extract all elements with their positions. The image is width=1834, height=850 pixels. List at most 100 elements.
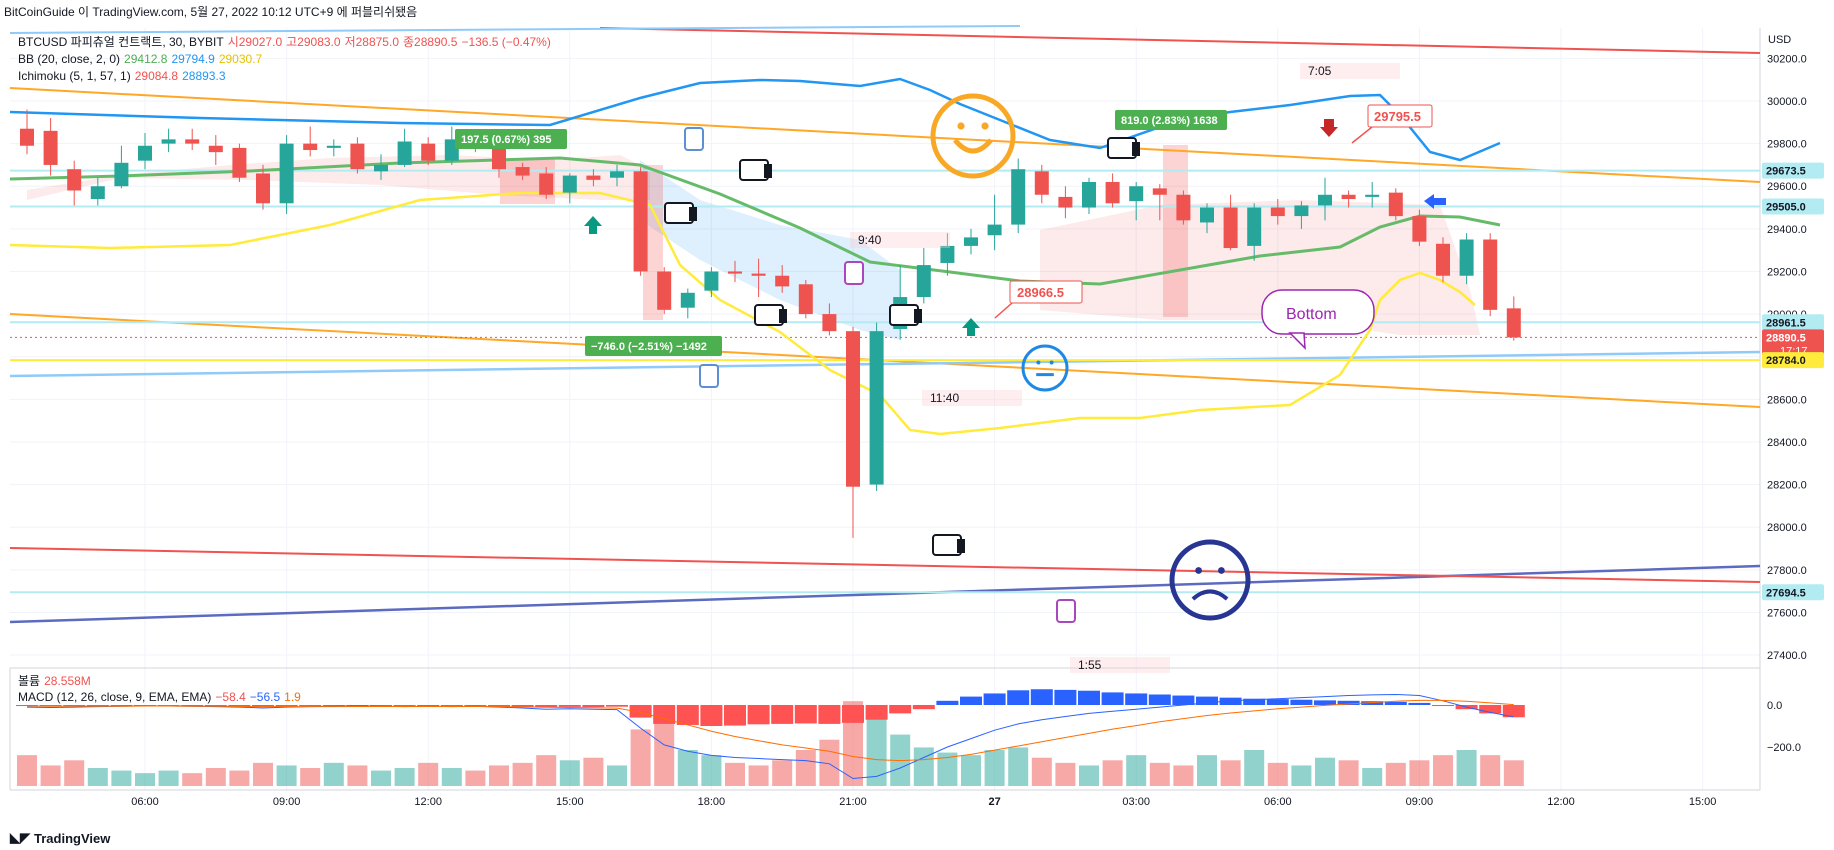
time-axis-label: 15:00 bbox=[556, 796, 584, 808]
pointing-hand-icon bbox=[932, 534, 962, 556]
pointing-hand-icon-cuff bbox=[1132, 142, 1140, 156]
candle-body bbox=[1129, 186, 1144, 202]
legend-low-label: 저 bbox=[344, 35, 356, 49]
pointing-hand-icon bbox=[739, 159, 769, 181]
macd-histogram-bar bbox=[1290, 699, 1313, 705]
price-tag-2-pointer bbox=[994, 302, 1013, 319]
trendline-lightblue bbox=[9, 350, 1761, 378]
pointing-hand-icon-cuff bbox=[764, 164, 772, 178]
candle-body bbox=[208, 145, 223, 153]
price-axis-label: 30200.0 bbox=[1767, 53, 1807, 65]
candle-body bbox=[43, 130, 58, 165]
volume-bar bbox=[937, 752, 958, 786]
volume-bar bbox=[559, 760, 580, 786]
macd-histogram-bar bbox=[1196, 696, 1218, 705]
sad-face-icon-eye bbox=[1217, 567, 1225, 574]
candle-body bbox=[1176, 194, 1191, 221]
time-axis-label: 09:00 bbox=[273, 796, 301, 808]
candle-body bbox=[775, 275, 790, 287]
candle-body bbox=[1105, 181, 1120, 204]
legend-ichimoku-b: 28893.3 bbox=[182, 69, 226, 83]
macd-histogram-bar bbox=[1408, 702, 1431, 705]
candle-body bbox=[421, 143, 436, 161]
price-tag-2-box bbox=[1009, 280, 1083, 304]
candle-body bbox=[869, 331, 884, 485]
macd-histogram-bar bbox=[771, 705, 794, 724]
neutral-face-icon-eye bbox=[1036, 360, 1041, 365]
measure-up-2-box bbox=[1115, 110, 1227, 130]
macd-histogram-bar bbox=[440, 705, 463, 707]
legend-macd-signal: 1.9 bbox=[284, 690, 301, 704]
footer-brand[interactable]: ◣◤ TradingView bbox=[10, 830, 110, 846]
legend-close-label: 종 bbox=[403, 35, 415, 49]
macd-histogram-bar bbox=[1266, 699, 1289, 705]
macd-histogram-bar bbox=[228, 705, 251, 707]
pointing-hand-icon bbox=[754, 304, 784, 326]
candle-body bbox=[1459, 239, 1474, 276]
legend-volume-row[interactable]: 볼륨 28.558M bbox=[18, 673, 95, 689]
volume-bar bbox=[418, 762, 439, 786]
volume-bar bbox=[536, 755, 557, 786]
footer-brand-label: TradingView bbox=[34, 830, 111, 846]
legend-ichimoku-row[interactable]: Ichimoku (5, 1, 57, 1) 29084.8 28893.3 bbox=[18, 68, 230, 84]
macd-histogram-bar bbox=[700, 705, 723, 726]
currency-label: USD bbox=[1768, 34, 1792, 46]
time-annotation-3-box bbox=[922, 390, 1022, 406]
legend-bb-row[interactable]: BB (20, close, 2, 0) 29412.8 29794.9 29030.… bbox=[18, 51, 266, 67]
candle-body bbox=[704, 271, 719, 291]
measure-up-1-box bbox=[455, 129, 567, 149]
legend-bb-basis: 29412.8 bbox=[124, 52, 168, 66]
time-axis-label: 03:00 bbox=[1122, 796, 1150, 808]
macd-line bbox=[26, 693, 1514, 780]
volume-bar bbox=[135, 773, 155, 786]
macd-histogram-bar bbox=[299, 705, 322, 707]
volume-bar bbox=[1503, 760, 1524, 786]
price-axis-label: 29600.0 bbox=[1767, 181, 1807, 193]
volume-bar bbox=[111, 770, 132, 786]
candle-body bbox=[232, 147, 247, 178]
macd-histogram-bar bbox=[1125, 693, 1148, 705]
price-axis-label: 28200.0 bbox=[1767, 480, 1807, 492]
macd-histogram-bar bbox=[16, 705, 38, 707]
volume-bar bbox=[87, 768, 108, 786]
price-badge-label: 27694.5 bbox=[1766, 587, 1806, 599]
measure-up-1-label: 197.5 (0.67%) 395 bbox=[461, 134, 552, 146]
macd-histogram-bar bbox=[1361, 701, 1384, 705]
macd-histogram-bar bbox=[511, 705, 534, 708]
legend-change: −136.5 (−0.47%) bbox=[461, 35, 551, 49]
volume-bar bbox=[866, 714, 887, 786]
price-axis-label: 27600.0 bbox=[1767, 607, 1807, 619]
candle-body bbox=[185, 139, 200, 144]
macd-histogram-bar bbox=[417, 705, 440, 707]
volume-bar bbox=[1385, 762, 1406, 786]
smile-face-icon-mouth bbox=[953, 138, 993, 154]
measure-range-up-2 bbox=[1163, 145, 1188, 317]
candle-body bbox=[515, 167, 530, 176]
pointing-hand-icon-cuff bbox=[689, 207, 697, 221]
volume-bar bbox=[229, 770, 250, 786]
macd-histogram-bar bbox=[86, 705, 109, 707]
volume-bar bbox=[1008, 747, 1029, 786]
price-tag-1-box bbox=[1367, 104, 1433, 128]
macd-histogram-bar bbox=[252, 705, 274, 708]
legend-symbol[interactable]: BTCUSD 파피츄얼 컨트랙트, 30, BYBIT bbox=[18, 35, 224, 49]
macd-histogram-bar bbox=[1007, 690, 1030, 705]
legend-macd-row[interactable]: MACD (12, 26, close, 9, EMA, EMA) −58.4 −5… bbox=[18, 689, 305, 705]
volume-bar bbox=[158, 770, 179, 786]
volume-bar bbox=[1315, 757, 1335, 786]
smile-face-icon-eye bbox=[957, 122, 965, 130]
macd-histogram-bar bbox=[157, 705, 180, 706]
volume-bar bbox=[489, 765, 509, 786]
sad-face-icon-eye bbox=[1195, 567, 1203, 574]
candle-body bbox=[1152, 188, 1167, 195]
candle-body bbox=[1436, 243, 1450, 276]
macd-histogram-bar bbox=[606, 705, 628, 707]
callout-bottom-bubble bbox=[1261, 289, 1375, 335]
volume-bar bbox=[441, 768, 462, 786]
macd-histogram-bar bbox=[1078, 690, 1100, 705]
price-tag-1-pointer bbox=[1351, 126, 1373, 144]
price-tag-1-label: 29795.5 bbox=[1374, 109, 1421, 124]
bb-upper-line bbox=[9, 77, 1501, 162]
time-axis-label: 09:00 bbox=[1406, 796, 1434, 808]
